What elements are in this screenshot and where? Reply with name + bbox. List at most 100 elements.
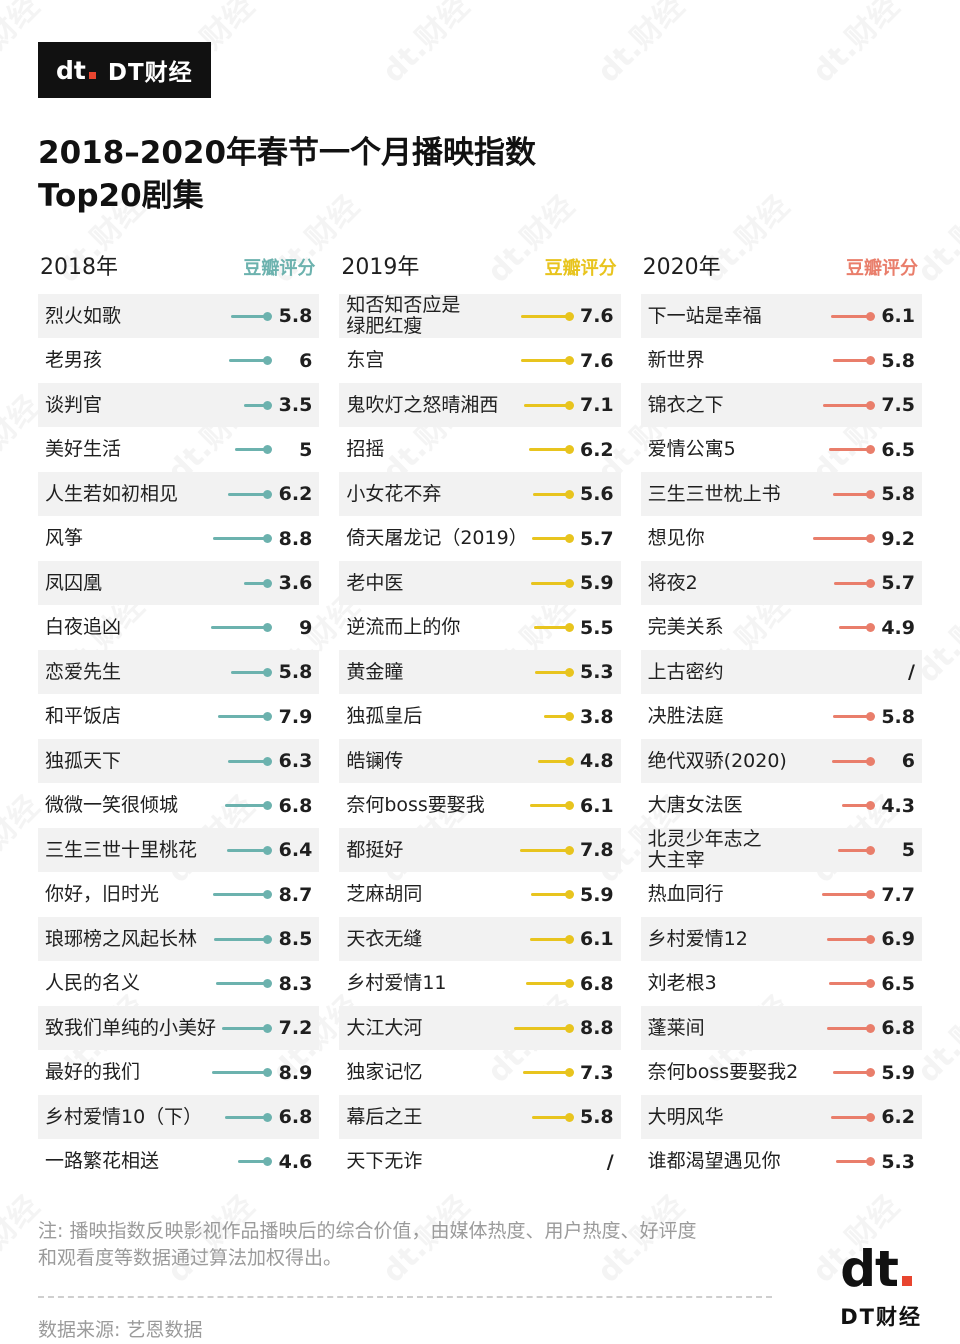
rating-lollipop (521, 311, 574, 321)
rating-value: 5.7 (881, 572, 915, 595)
show-name: 和平饭店 (45, 705, 122, 728)
rating-lollipop (524, 400, 574, 410)
rating-lollipop (831, 756, 875, 766)
series-row: 恋爱先生 5.8 (38, 649, 320, 695)
rating-lollipop (213, 890, 273, 900)
rating-value: 5.8 (881, 483, 915, 506)
lollipop-line (224, 1115, 266, 1119)
lollipop-dot (564, 445, 574, 455)
series-row: 大江大河 8.8 (339, 1005, 621, 1051)
show-name: 决胜法庭 (647, 705, 724, 728)
rating-lollipop (842, 801, 875, 811)
rating-value: 6 (299, 349, 313, 372)
lollipop-line (533, 626, 567, 630)
rating-lollipop (833, 356, 875, 366)
rating-lollipop (534, 667, 574, 677)
series-row: 决胜法庭 5.8 (641, 694, 922, 739)
show-name: 大江大河 (346, 1016, 423, 1039)
rating-lollipop (525, 979, 574, 989)
rating-lollipop (224, 801, 273, 811)
rating-value: 7.6 (579, 305, 614, 328)
show-name: 三生三世枕上书 (647, 482, 781, 505)
rating-lollipop (537, 756, 574, 766)
page-title-line1: 2018–2020年春节一个月播映指数 (38, 135, 537, 171)
rating-lollipop (522, 1068, 574, 1078)
lollipop-dot (263, 400, 273, 410)
lollipop-dot (865, 1023, 875, 1033)
rating-lollipop (529, 445, 574, 455)
rating-lollipop (533, 489, 574, 499)
lollipop-line (214, 937, 266, 941)
show-name: 知否知否应是 绿肥红瘦 (346, 294, 461, 338)
lollipop-line (838, 626, 868, 630)
rating-value: 6.9 (881, 928, 915, 951)
series-row: 风筝 8.8 (38, 516, 319, 561)
show-name: 黄金瞳 (346, 660, 404, 683)
rating-value: 8.9 (278, 1061, 313, 1084)
series-row: 致我们单纯的小美好 7.2 (38, 1005, 320, 1051)
rating-value: 7.8 (579, 839, 614, 862)
year-label: 2018年 (40, 254, 118, 280)
lollipop-line (513, 1026, 567, 1030)
rating-value: 5.3 (881, 1150, 915, 1173)
series-row: 芝麻胡同 5.9 (339, 872, 620, 917)
rating-lollipop (214, 934, 273, 944)
show-name: 凤囚凰 (45, 571, 103, 594)
rating-value: 6.1 (579, 794, 614, 817)
rating-value: 3.8 (579, 705, 614, 728)
show-name: 乡村爱情12 (647, 927, 748, 950)
footnote-line1: 注: 播映指数反映影视作品播映后的综合价值，由媒体热度、用户热度、好评度 (38, 1219, 697, 1242)
series-row: 皓镧传 4.8 (339, 738, 621, 784)
rating-lollipop (530, 934, 574, 944)
series-row: 东宫 7.6 (339, 338, 620, 383)
lollipop-line (827, 1026, 868, 1030)
rating-value: 6.4 (278, 839, 313, 862)
show-name: 乡村爱情10（下） (45, 1105, 203, 1128)
lollipop-dot (564, 979, 574, 989)
page-title-line2: Top20剧集 (38, 178, 204, 215)
year-label: 2020年 (642, 254, 721, 280)
column-header: 2018年 豆瓣评分 (38, 249, 319, 294)
rating-lollipop (837, 845, 875, 855)
lollipop-line (833, 359, 868, 363)
lollipop-line (230, 670, 266, 674)
rating-value: 7.9 (278, 705, 313, 728)
lollipop-dot (263, 1157, 273, 1167)
show-name: 鬼吹灯之怒晴湘西 (346, 393, 499, 416)
lollipop-line (831, 314, 868, 318)
lollipop-dot (865, 623, 875, 633)
series-row: 天衣无缝 6.1 (339, 916, 621, 962)
rating-lollipop (212, 534, 273, 544)
lollipop-dot (263, 712, 273, 722)
rating-value: 8.8 (579, 1017, 614, 1040)
lollipop-line (224, 804, 266, 808)
show-name: 芝麻胡同 (346, 883, 423, 906)
series-row: 幕后之王 5.8 (339, 1094, 621, 1140)
lollipop-dot (564, 534, 574, 544)
show-name: 都挺好 (346, 838, 404, 861)
lollipop-dot (865, 712, 875, 722)
show-name: 逆流而上的你 (346, 616, 461, 639)
series-row: 黄金瞳 5.3 (339, 649, 621, 695)
lollipop-dot (263, 311, 273, 321)
show-name: 大明风华 (647, 1105, 724, 1128)
series-row: 奈何boss要娶我2 5.9 (641, 1050, 922, 1095)
rating-value: 7.2 (278, 1017, 313, 1040)
dt-logo-mark: dt (56, 58, 96, 83)
series-row: 烈火如歌 5.8 (38, 293, 320, 339)
rating-value: 6.3 (278, 750, 313, 773)
rating-value: 7.3 (579, 1061, 614, 1084)
lollipop-line (531, 581, 567, 585)
rating-lollipop (826, 934, 875, 944)
lollipop-line (222, 1026, 266, 1030)
rating-value: 7.5 (881, 394, 915, 417)
column-header: 2019年 豆瓣评分 (339, 249, 620, 294)
lollipop-line (524, 403, 567, 407)
lollipop-dot (865, 445, 875, 455)
show-name: 倚天屠龙记（2019） (346, 527, 528, 550)
rating-lollipop (821, 890, 875, 900)
rating-value: 9.2 (881, 527, 915, 550)
rating-value: 3.6 (278, 572, 313, 595)
show-name: 小女花不弃 (346, 482, 442, 505)
